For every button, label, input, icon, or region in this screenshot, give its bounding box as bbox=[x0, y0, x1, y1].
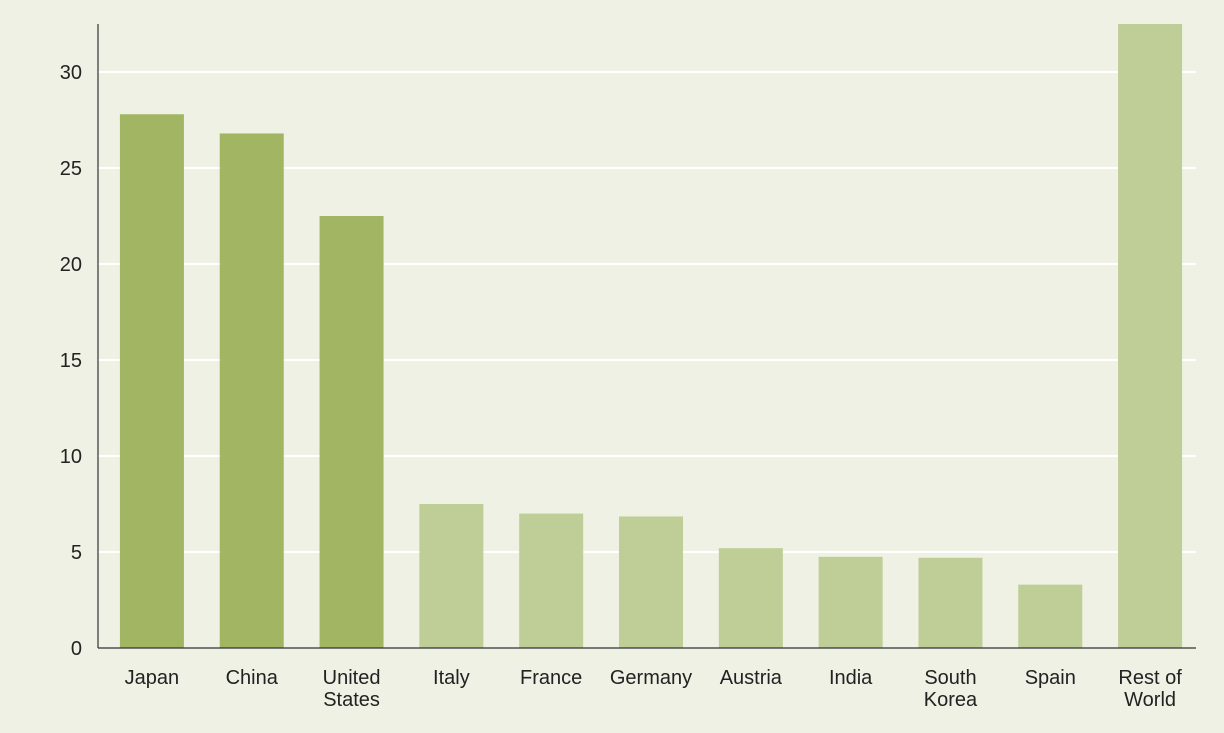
x-category-label: India bbox=[829, 667, 873, 689]
x-category-label-line: Germany bbox=[610, 667, 692, 689]
x-category-label-line: France bbox=[520, 667, 582, 689]
x-category-label: Italy bbox=[433, 667, 470, 689]
x-category-label-line: Spain bbox=[1025, 667, 1076, 689]
x-category-label: South Korea bbox=[924, 667, 978, 711]
x-category-label-line: Japan bbox=[125, 667, 180, 689]
y-tick-label: 25 bbox=[60, 158, 82, 180]
x-category-labels: Japan China United States Italy France Germany… bbox=[125, 667, 1183, 711]
x-category-label: China bbox=[226, 667, 279, 689]
x-category-label-line: World bbox=[1124, 689, 1176, 711]
bar bbox=[319, 216, 384, 648]
bar bbox=[619, 516, 683, 648]
x-category-label-line: South bbox=[924, 667, 976, 689]
y-tick-label: 20 bbox=[60, 254, 82, 276]
axes bbox=[97, 24, 1196, 649]
x-category-label-line: Austria bbox=[720, 667, 783, 689]
x-category-label-line: States bbox=[323, 689, 380, 711]
x-category-label-line: Italy bbox=[433, 667, 470, 689]
y-tick-label: 5 bbox=[71, 542, 82, 564]
y-tick-label: 30 bbox=[60, 62, 82, 84]
bar bbox=[1118, 24, 1183, 648]
y-tick-label: 15 bbox=[60, 350, 82, 372]
bar bbox=[519, 513, 584, 648]
x-category-label-line: Korea bbox=[924, 689, 978, 711]
bar bbox=[119, 114, 184, 649]
x-category-label: United States bbox=[323, 667, 381, 711]
bar bbox=[1018, 584, 1083, 648]
x-category-label: Rest of World bbox=[1118, 667, 1182, 711]
y-tick-label: 0 bbox=[71, 638, 82, 660]
x-category-label: Austria bbox=[720, 667, 783, 689]
x-category-label: Germany bbox=[610, 667, 692, 689]
bar bbox=[219, 133, 284, 648]
x-category-label-line: Rest of bbox=[1118, 667, 1182, 689]
y-tick-label: 10 bbox=[60, 446, 82, 468]
bar bbox=[718, 548, 783, 648]
x-category-label: France bbox=[520, 667, 582, 689]
x-category-label: Spain bbox=[1025, 667, 1076, 689]
x-category-label-line: China bbox=[226, 667, 279, 689]
x-category-label-line: India bbox=[829, 667, 873, 689]
x-category-label-line: United bbox=[323, 667, 381, 689]
bar bbox=[419, 504, 484, 648]
bars bbox=[119, 24, 1183, 649]
bar bbox=[918, 557, 983, 648]
bar bbox=[818, 556, 883, 648]
y-tick-labels: 0 5 10 15 20 25 30 bbox=[60, 62, 82, 660]
x-category-label: Japan bbox=[125, 667, 180, 689]
